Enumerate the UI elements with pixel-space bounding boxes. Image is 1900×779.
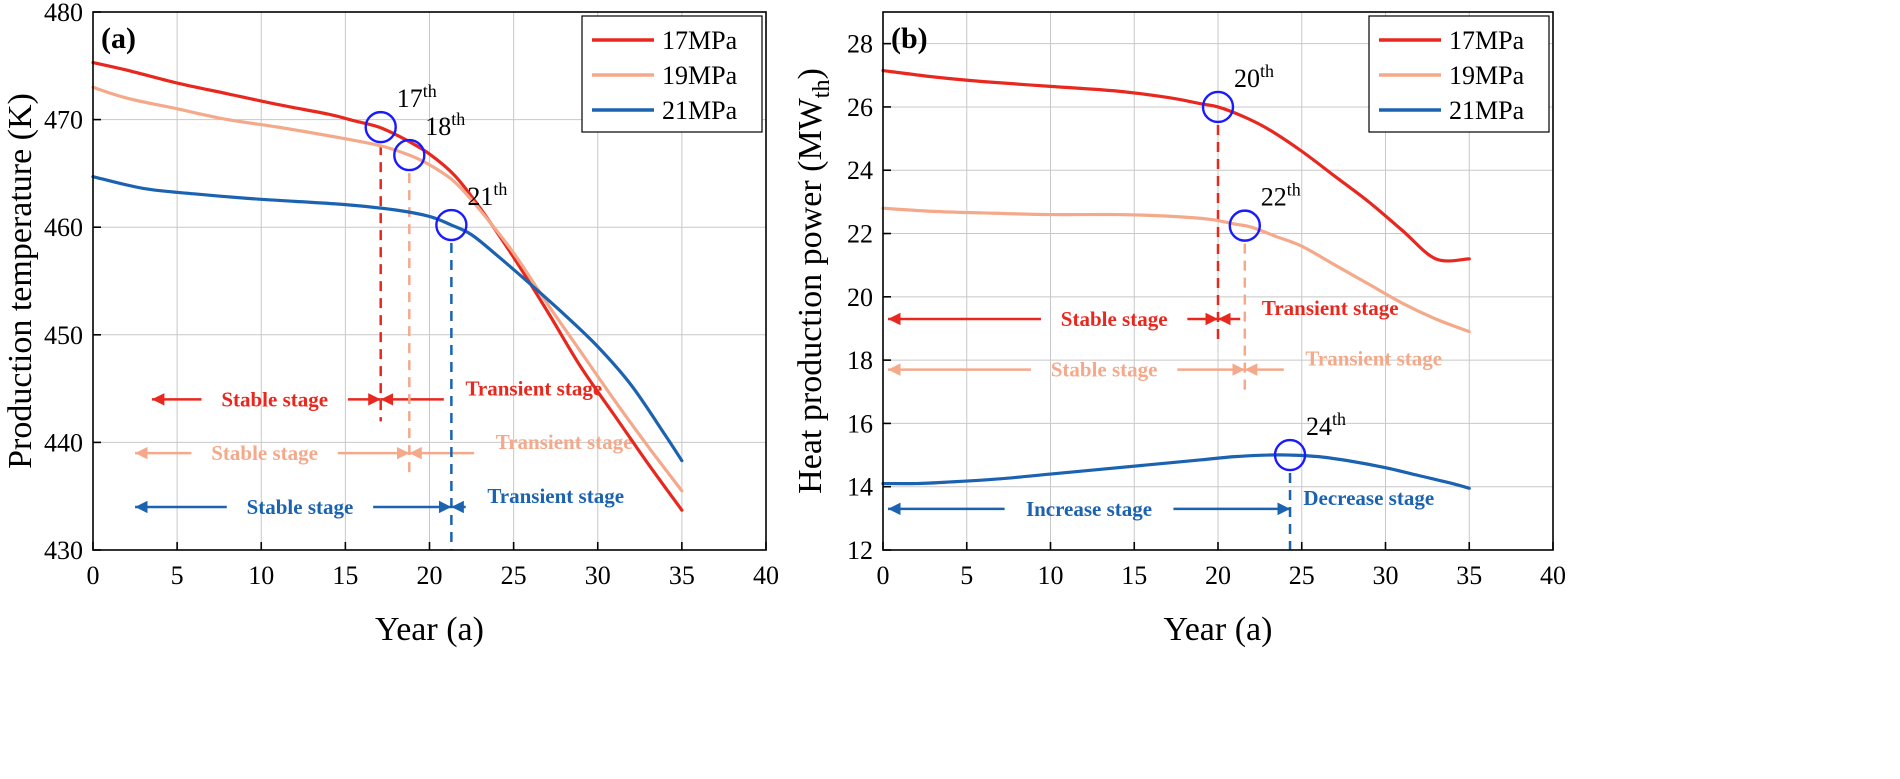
marker-label: 22th — [1261, 180, 1301, 212]
x-tick-label: 5 — [960, 561, 973, 590]
x-tick-label: 20 — [417, 561, 443, 590]
marker-label: 17th — [397, 81, 437, 113]
legend-label-17MPa: 17MPa — [1449, 26, 1525, 55]
panel-label: (a) — [101, 22, 136, 55]
series-line-21MPa — [91, 175, 684, 463]
y-tick-label: 28 — [847, 30, 873, 59]
legend-label-21MPa: 21MPa — [662, 96, 738, 125]
x-tick-label: 20 — [1205, 561, 1231, 590]
x-tick-label: 30 — [585, 561, 611, 590]
stage-label-left: Stable stage — [1061, 307, 1168, 331]
x-tick-label: 30 — [1373, 561, 1399, 590]
series-line-19MPa — [881, 206, 1471, 334]
stage-label-right: Transient stage — [496, 430, 633, 454]
marker-label-suffix: th — [1332, 409, 1346, 429]
marker-circle — [1201, 90, 1235, 124]
y-axis-title: Heat production power (MWth) — [792, 68, 835, 494]
marker-label: 24th — [1306, 409, 1346, 441]
x-tick-label: 40 — [1540, 561, 1566, 590]
legend-label-21MPa: 21MPa — [1449, 96, 1525, 125]
x-tick-label: 10 — [1038, 561, 1064, 590]
x-tick-label: 0 — [87, 561, 100, 590]
stage-label-right: Transient stage — [465, 376, 602, 400]
stage-label-right: Transient stage — [1305, 347, 1442, 371]
y-tick-label: 16 — [847, 409, 873, 438]
marker-label-suffix: th — [451, 109, 465, 129]
y-tick-label: 480 — [44, 0, 83, 27]
y-tick-label: 460 — [44, 213, 83, 242]
x-tick-label: 15 — [332, 561, 358, 590]
y-tick-label: 14 — [847, 473, 873, 502]
x-tick-label: 40 — [753, 561, 779, 590]
x-tick-label: 10 — [248, 561, 274, 590]
stage-label-left: Stable stage — [1051, 358, 1158, 382]
legend-label-17MPa: 17MPa — [662, 26, 738, 55]
x-tick-label: 25 — [501, 561, 527, 590]
marker-label: 21th — [467, 179, 507, 211]
x-axis-title: Year (a) — [375, 611, 484, 648]
y-tick-label: 18 — [847, 346, 873, 375]
marker-circle — [1228, 209, 1262, 242]
marker-circle — [1273, 438, 1307, 472]
y-tick-label: 22 — [847, 220, 873, 249]
y-tick-label: 24 — [847, 156, 873, 185]
marker-label-suffix: th — [1287, 180, 1301, 200]
marker-label-suffix: th — [423, 81, 437, 101]
series-line-17MPa — [881, 68, 1471, 263]
marker-circle — [364, 110, 397, 144]
y-tick-label: 470 — [44, 106, 83, 135]
y-tick-label: 440 — [44, 428, 83, 457]
x-axis-title: Year (a) — [1164, 611, 1273, 648]
y-tick-label: 26 — [847, 93, 873, 122]
stage-label-left: Increase stage — [1026, 497, 1152, 521]
x-tick-label: 35 — [669, 561, 695, 590]
y-tick-label: 20 — [847, 283, 873, 312]
series-line-19MPa — [91, 85, 684, 493]
x-tick-label: 5 — [171, 561, 184, 590]
panel-b: Stable stage Transient stage Stable stage T… — [792, 11, 1566, 648]
x-tick-label: 35 — [1456, 561, 1482, 590]
y-axis-title-subscript: th — [809, 80, 835, 99]
stage-label-right: Transient stage — [487, 484, 624, 508]
marker-circle — [435, 208, 468, 242]
y-axis-title-close: ) — [792, 68, 829, 79]
stage-label-right: Transient stage — [1262, 296, 1399, 320]
x-tick-label: 25 — [1289, 561, 1315, 590]
legend-label-19MPa: 19MPa — [662, 61, 738, 90]
y-tick-label: 430 — [44, 536, 83, 565]
panel-a: Stable stage Transient stage Stable stage T… — [2, 0, 779, 648]
y-tick-label: 12 — [847, 536, 873, 565]
y-axis-title: Production temperature (K) — [2, 93, 39, 469]
marker-label-suffix: th — [493, 179, 507, 199]
legend-label-19MPa: 19MPa — [1449, 61, 1525, 90]
stage-label-left: Stable stage — [247, 495, 354, 519]
stage-label-left: Stable stage — [221, 387, 328, 411]
series-line-21MPa — [881, 453, 1471, 490]
y-tick-label: 450 — [44, 321, 83, 350]
series-line-17MPa — [91, 60, 684, 512]
x-tick-label: 0 — [877, 561, 890, 590]
marker-circle — [393, 138, 426, 172]
x-tick-label: 15 — [1121, 561, 1147, 590]
marker-label: 18th — [425, 109, 465, 141]
marker-label: 20th — [1234, 61, 1274, 93]
marker-label-suffix: th — [1260, 61, 1274, 81]
stage-label-left: Stable stage — [211, 441, 318, 465]
stage-label-right: Decrease stage — [1303, 486, 1434, 510]
panel-label: (b) — [891, 22, 928, 55]
